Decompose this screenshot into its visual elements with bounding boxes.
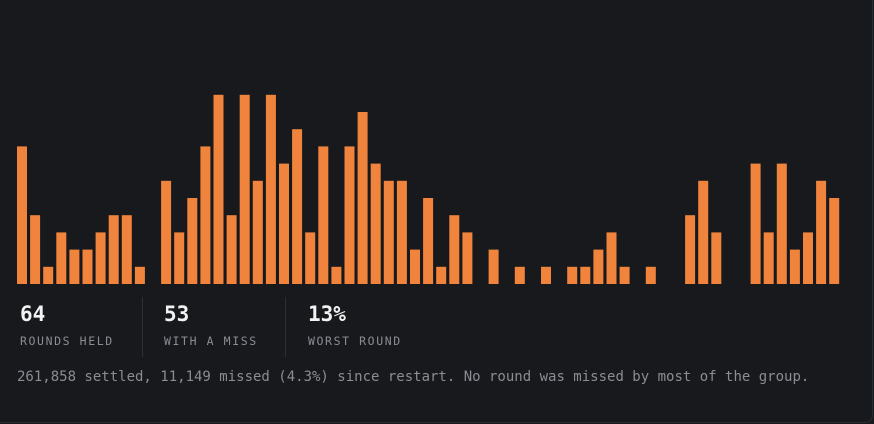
bar xyxy=(593,249,604,284)
bar xyxy=(17,146,27,284)
bar xyxy=(685,215,696,284)
bar xyxy=(239,94,250,284)
bar xyxy=(462,232,473,284)
bar xyxy=(423,198,434,284)
bar xyxy=(396,180,407,284)
bar xyxy=(436,266,447,284)
bar xyxy=(357,112,368,284)
bar xyxy=(567,266,578,284)
stat-label: ROUNDS HELD xyxy=(20,334,114,348)
bar xyxy=(789,249,800,284)
bar xyxy=(331,266,342,284)
bar-chart xyxy=(17,94,840,284)
bar xyxy=(606,232,617,284)
bar xyxy=(134,266,145,284)
footer-note: 261,858 settled, 11,149 missed (4.3%) si… xyxy=(17,369,810,385)
bar xyxy=(174,232,185,284)
bar xyxy=(410,249,420,284)
bar xyxy=(449,215,460,284)
bar xyxy=(82,249,93,284)
bar xyxy=(56,232,67,284)
bar xyxy=(829,198,840,284)
bar xyxy=(541,266,551,284)
bar xyxy=(750,163,761,284)
stat-value: 53 xyxy=(164,302,190,326)
bar xyxy=(265,94,276,284)
bar xyxy=(226,215,237,284)
bar xyxy=(69,249,80,284)
bar xyxy=(95,232,106,284)
bar xyxy=(318,146,329,284)
bar xyxy=(711,232,722,284)
bar xyxy=(200,146,211,284)
bar xyxy=(252,180,263,284)
bar xyxy=(108,215,119,284)
bar xyxy=(370,163,381,284)
bar xyxy=(161,180,172,284)
stat-value: 13% xyxy=(308,302,346,326)
bar xyxy=(816,180,827,284)
bar xyxy=(187,198,198,284)
bar xyxy=(619,266,630,284)
stat-value: 64 xyxy=(20,302,46,326)
divider xyxy=(142,297,143,357)
bar xyxy=(514,266,525,284)
bar xyxy=(776,163,787,284)
bar xyxy=(30,215,41,284)
bar xyxy=(580,266,591,284)
bar xyxy=(488,249,499,284)
bar xyxy=(344,146,355,284)
stat: 64 ROUNDS HELD xyxy=(20,302,114,356)
bar xyxy=(305,232,316,284)
bar xyxy=(763,232,774,284)
bar xyxy=(213,94,224,284)
bar xyxy=(279,163,289,284)
stat: 53 WITH A MISS xyxy=(164,302,258,356)
stat-label: WITH A MISS xyxy=(164,334,258,348)
bar xyxy=(43,266,54,284)
bar xyxy=(645,266,656,284)
divider xyxy=(285,297,286,357)
bar xyxy=(121,215,132,284)
stat: 13% WORST ROUND xyxy=(308,302,402,356)
bar xyxy=(698,180,709,284)
bar xyxy=(803,232,813,284)
bar xyxy=(383,180,394,284)
stat-label: WORST ROUND xyxy=(308,334,402,348)
bar xyxy=(292,129,303,284)
